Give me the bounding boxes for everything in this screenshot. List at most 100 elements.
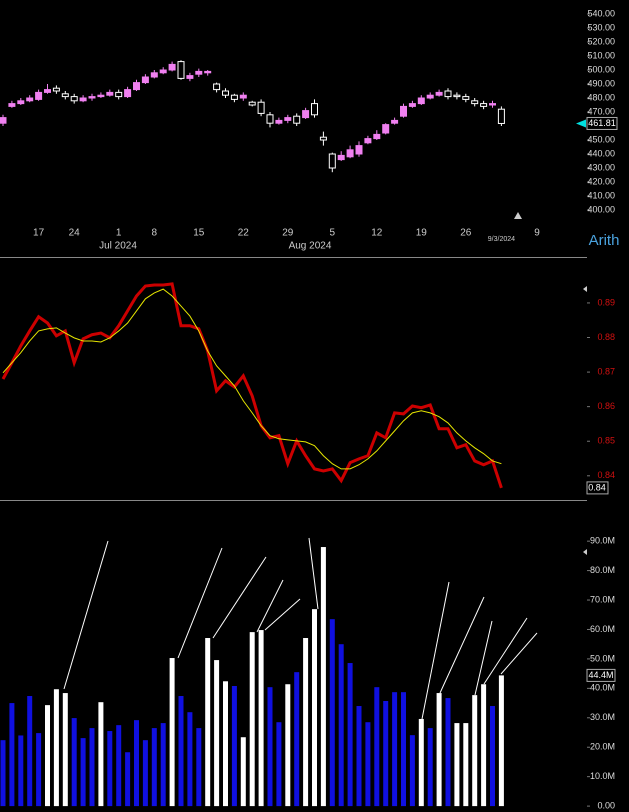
last-value-label: 44.4M [588,670,613,680]
volume-bar [142,740,148,807]
candle-body [480,103,488,107]
volume-bar [329,619,335,807]
volume-bar [427,728,433,807]
volume-bar [45,705,50,807]
volume-bar [418,718,424,807]
candle-body [497,108,505,124]
volume-bar [356,706,362,807]
volume-bar [312,609,317,807]
x-tick-label: 29 [282,228,294,239]
candle-body [168,63,176,71]
candle-body [204,70,212,74]
volume-bar [240,737,246,807]
volume-bar [303,638,309,807]
volume-bar [374,687,380,807]
candle-body [293,115,301,124]
volume-bar [249,632,255,807]
volume-bar [498,675,504,807]
candle-body [373,133,381,140]
volume-bar [62,693,68,807]
candle-body [230,94,238,100]
volume-bar [383,701,389,807]
candle-body [124,89,132,98]
volume-bar [160,723,166,807]
candle-body [186,75,194,79]
x-tick-label: 15 [193,228,205,239]
candle-body [462,96,470,100]
month-label: Aug 2024 [289,241,332,252]
x-tick-label: 9 [534,228,540,239]
marker [514,212,522,219]
y-tick-label: 80.0M [590,565,615,575]
volume-bar [409,735,415,807]
candle-body [391,119,399,124]
value-box [586,668,616,682]
candle-body [79,97,87,102]
candle-body [239,94,247,99]
volume-bar [231,685,237,807]
candle-body [159,69,167,74]
month-label: Jul 2024 [99,241,137,252]
volume-bar [490,706,495,807]
y-tick-label: 470.00 [587,106,615,116]
y-tick-label: 430.00 [587,162,615,172]
y-tick-label: 500.00 [587,64,615,74]
candle-body [453,94,461,98]
candle-body [35,91,43,100]
candle-body [26,97,34,102]
y-tick-label: 490.00 [587,78,615,88]
candle-body [364,138,372,144]
volume-bar [107,731,113,807]
candle-body [248,101,256,106]
volume-bar [454,723,460,807]
candle-body [319,136,327,141]
volume-bar [401,692,406,807]
candle-body [302,110,310,119]
price-box [586,116,618,130]
volume-bar [0,740,6,807]
volume-bar [116,725,122,807]
y-tick-label: 0.88 [597,332,615,342]
candle-body [489,103,496,106]
volume-bar [392,692,398,807]
y-tick-label: 410.00 [587,190,615,200]
x-tick-label: 24 [69,228,81,239]
volume-bar [205,638,211,807]
candle-body [195,70,203,75]
volume-bar [214,660,220,807]
volume-bar [27,696,33,807]
volume-bar [178,696,184,807]
candle-body [150,72,158,78]
volume-bar [196,728,202,807]
value-box [586,481,609,495]
scale-label: Arith [589,232,620,249]
candle-body [382,124,390,134]
volume-bar [436,693,442,807]
volume-bar [71,718,77,807]
volume-bar [80,738,86,807]
volume-bar [187,712,193,807]
volume-bar [472,695,478,807]
candle-body [471,100,479,105]
y-tick-label: 540.00 [587,8,615,18]
candle-body [17,100,25,105]
x-tick-label: 12 [371,228,383,239]
candle-body [417,97,425,105]
x-tick-label: 19 [416,228,428,239]
y-tick-label: 30.0M [590,712,615,722]
y-tick-label: 400.00 [587,204,615,214]
candle-body [97,94,105,98]
volume-bar [320,547,326,807]
candle-body [284,117,292,121]
x-tick-label: 26 [460,228,472,239]
candle-body [133,82,140,91]
candle-body [275,119,283,124]
volume-bar [36,733,42,807]
y-tick-label: 50.0M [590,653,615,663]
candle-body [44,89,51,93]
volume-bar [285,684,291,807]
volume-bar [125,752,131,807]
candle-body [177,61,185,79]
